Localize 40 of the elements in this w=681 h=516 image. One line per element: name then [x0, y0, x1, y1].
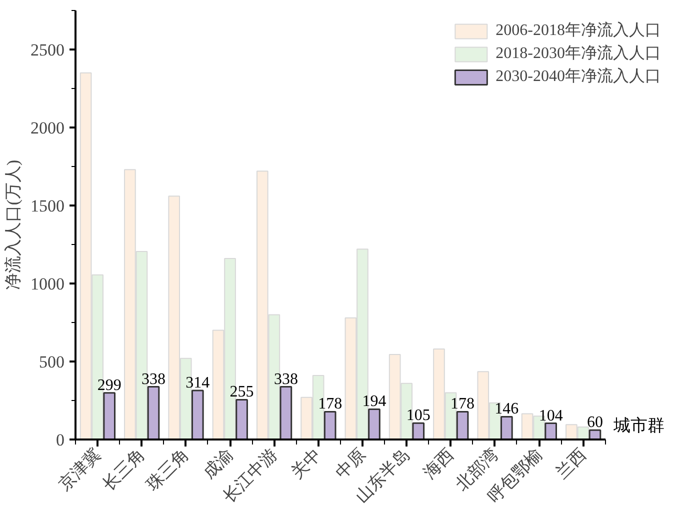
data-label: 146	[494, 400, 519, 418]
y-tick-label: 0	[56, 430, 64, 450]
x-tick-label: 成渝	[199, 444, 237, 482]
x-tick-label: 珠三角	[143, 444, 193, 494]
data-label: 314	[186, 374, 210, 392]
x-tick-label: 海西	[420, 444, 458, 482]
legend-label: 2006-2018年净流入人口	[496, 20, 661, 41]
data-label: 178	[318, 396, 342, 413]
bar	[368, 408, 380, 440]
bar	[544, 422, 557, 440]
data-label: 104	[538, 407, 563, 424]
bar	[412, 422, 425, 440]
data-label: 60	[586, 414, 603, 432]
x-tick-label: 中原	[332, 444, 370, 482]
x-tick-label: 关中	[288, 444, 326, 482]
data-label: 178	[450, 396, 475, 413]
legend-label: 2030-2040年净流入人口	[496, 66, 661, 87]
data-label: 299	[97, 376, 122, 394]
data-label: 194	[362, 393, 386, 410]
data-label: 338	[141, 370, 166, 388]
y-axis-title: 净流入人口(万人)	[4, 160, 22, 290]
bar	[500, 416, 513, 440]
data-label: 338	[274, 370, 298, 388]
y-tick-label: 1000	[30, 274, 64, 294]
data-label: 105	[406, 407, 430, 424]
bar	[147, 386, 160, 440]
bar	[324, 410, 336, 440]
bar	[280, 386, 292, 440]
x-axis-title: 城市群	[612, 416, 664, 435]
y-tick-label: 2500	[30, 40, 64, 60]
y-tick-label: 2000	[30, 118, 64, 138]
bar	[191, 390, 204, 440]
data-label: 255	[230, 384, 254, 401]
y-tick-label: 1500	[30, 196, 64, 216]
x-tick-label: 兰西	[552, 444, 590, 482]
legend-label: 2018-2030年净流入人口	[496, 44, 661, 64]
bar	[456, 410, 469, 440]
bar	[236, 398, 248, 440]
y-tick-label: 500	[39, 352, 64, 372]
bar	[103, 392, 116, 440]
